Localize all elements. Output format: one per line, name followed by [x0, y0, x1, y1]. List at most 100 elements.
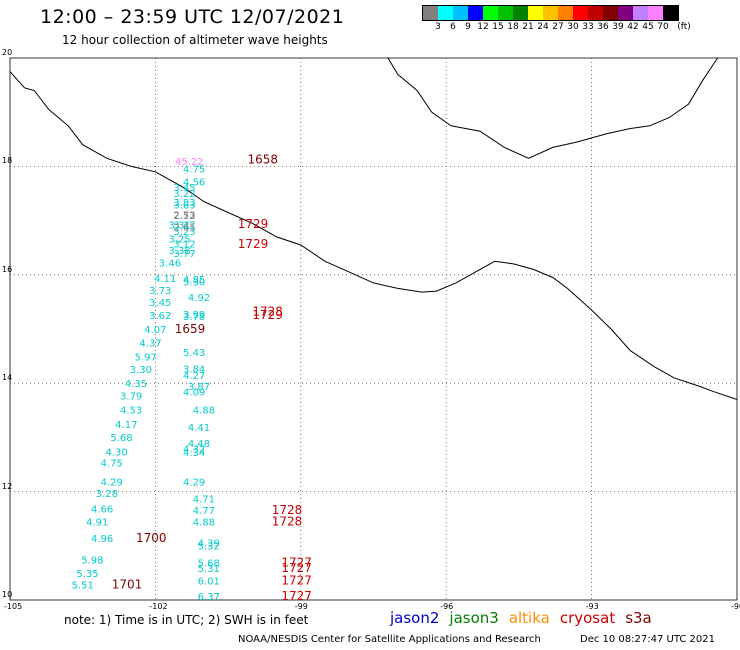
legend-jason2: jason2	[390, 609, 440, 627]
y-tick-label: 18	[2, 156, 13, 166]
colorbar-swatch	[483, 6, 498, 20]
y-tick-label: 12	[2, 481, 13, 491]
colorbar-swatch	[528, 6, 543, 20]
wave-height-label: 4.17	[115, 420, 137, 431]
colorbar-swatch	[603, 6, 618, 20]
pass-time-label: 1729	[238, 217, 269, 231]
wave-height-label: 4.37	[139, 338, 161, 349]
wave-height-label: 3.73	[149, 286, 171, 297]
wave-height-label: 4.85	[183, 275, 205, 286]
note-text: note: 1) Time is in UTC; 2) SWH is in fe…	[64, 613, 309, 627]
wave-height-label: 4.92	[188, 293, 210, 304]
colorbar-label: 36	[597, 22, 609, 32]
colorbar-label: 21	[522, 22, 534, 32]
x-tick-label: -99	[294, 602, 308, 611]
legend-altika: altika	[508, 609, 550, 627]
pass-time-label: 1728	[272, 503, 303, 517]
y-tick-label: 16	[2, 264, 13, 274]
pass-time-label: 1701	[112, 578, 143, 592]
y-tick-label: 10	[2, 590, 13, 599]
wave-height-label: 3.62	[149, 311, 171, 322]
wave-height-label: 3.79	[120, 391, 142, 402]
wave-height-label: 4.53	[120, 406, 142, 417]
satellite-legend: jason2 jason3 altika cryosat s3a	[390, 609, 662, 627]
wave-height-label: 4.96	[91, 534, 113, 545]
colorbar-swatch	[618, 6, 633, 20]
colorbar-swatch	[513, 6, 528, 20]
pass-time-label: 1728	[252, 304, 283, 318]
colorbar-swatch	[663, 6, 678, 20]
pass-time-label: 1727	[281, 561, 312, 575]
wave-height-label: 3.46	[159, 259, 181, 270]
wave-height-label: 3.77	[173, 249, 195, 260]
colorbar-label: 70	[657, 22, 669, 32]
colorbar-swatch	[423, 6, 438, 20]
x-tick-label: -105	[4, 602, 23, 611]
colorbar-swatch	[588, 6, 603, 20]
wave-height-label: 5.43	[183, 348, 205, 359]
x-tick-label: -96	[440, 602, 454, 611]
wave-height-label: 4.91	[86, 518, 108, 529]
wave-height-label: 3.12	[173, 240, 195, 251]
wave-height-label: 5.97	[135, 352, 157, 363]
wave-height-label: 4.56	[183, 177, 205, 188]
colorbar-label: 45	[642, 22, 654, 32]
x-tick-label: -102	[149, 602, 168, 611]
pass-time-label: 1659	[175, 322, 206, 336]
wave-height-label: 5.35	[76, 569, 98, 580]
wave-height-label: 2.65	[173, 222, 195, 233]
colorbar-label: 3	[435, 22, 441, 32]
pass-time-label: 1658	[247, 153, 278, 167]
colorbar-swatch	[453, 6, 468, 20]
wave-height-label: 4.29	[101, 478, 123, 489]
legend-jason3: jason3	[449, 609, 499, 627]
chart-title: 12:00 – 23:59 UTC 12/07/2021	[40, 6, 345, 28]
colorbar-swatch	[543, 6, 558, 20]
colorbar-label: 33	[582, 22, 594, 32]
wave-height-label: 4.27	[183, 371, 205, 382]
wave-height-label: 4.35	[125, 379, 147, 390]
colorbar-label: 39	[612, 22, 624, 32]
colorbar	[422, 5, 679, 21]
wave-height-label: 4.75	[183, 164, 205, 175]
wave-height-label: 6.01	[198, 576, 220, 587]
wave-height-label: 4.30	[105, 447, 127, 458]
colorbar-label: 9	[465, 22, 471, 32]
plot-frame	[9, 57, 738, 601]
colorbar-label: 6	[450, 22, 456, 32]
wave-height-label: 3.99	[183, 310, 205, 321]
wave-height-label: 5.68	[110, 433, 132, 444]
wave-height-label: 5.30	[183, 278, 205, 289]
colorbar-swatch	[633, 6, 648, 20]
colorbar-label: 24	[537, 22, 549, 32]
wave-height-label: 3.38	[169, 246, 191, 257]
wave-height-label: 4.48	[188, 439, 210, 450]
wave-height-label: 4.88	[193, 518, 215, 529]
colorbar-swatch	[573, 6, 588, 20]
wave-height-label: 4.71	[193, 494, 215, 505]
wave-height-label: 5.98	[81, 556, 103, 567]
chart-subtitle: 12 hour collection of altimeter wave hei…	[62, 33, 328, 47]
y-tick-label: 14	[2, 373, 13, 383]
colorbar-label: 15	[492, 22, 504, 32]
wave-height-label: 5.32	[198, 542, 220, 553]
pass-time-label: 1728	[272, 515, 303, 529]
pacific-coastline	[9, 71, 738, 400]
wave-height-label: 4.88	[193, 406, 215, 417]
wave-height-label: 3.31	[169, 221, 191, 232]
colorbar-label: 42	[627, 22, 639, 32]
wave-height-label: 3.23	[173, 227, 195, 238]
timestamp-text: Dec 10 08:27:47 UTC 2021	[580, 634, 715, 645]
wave-height-label: 3.28	[96, 489, 118, 500]
pass-time-label: 1727	[281, 555, 312, 569]
pass-time-label: 1727	[281, 573, 312, 587]
wave-height-label: 4.09	[183, 388, 205, 399]
wave-height-label: 4.66	[91, 505, 113, 516]
colorbar-swatch	[498, 6, 513, 20]
wave-height-label: 3.78	[183, 312, 205, 323]
wave-height-label: 3.63	[173, 201, 195, 212]
wave-height-label: 3.25	[169, 234, 191, 245]
colorbar-label: 27	[552, 22, 564, 32]
